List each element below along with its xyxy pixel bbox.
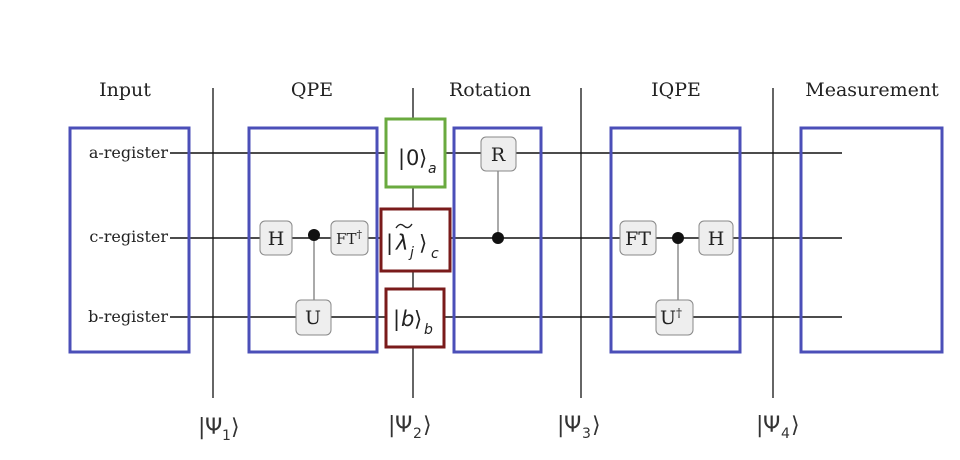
iqpe-u-label: U — [660, 307, 676, 329]
section-title-measurement: Measurement — [805, 79, 939, 101]
svg-text:|: | — [386, 231, 393, 256]
qpe-h-gate: H — [259, 220, 293, 256]
section-box-rotation — [452, 126, 543, 354]
psi-3-symbol: Ψ — [564, 413, 581, 438]
qpe-u-gate: U — [295, 299, 332, 336]
psi-1-symbol: Ψ — [205, 415, 222, 440]
svg-text:|: | — [393, 307, 400, 332]
section-box-qpe — [247, 126, 379, 354]
ket-c-value-subscript: j — [408, 245, 414, 261]
qpe-ft-label: FT — [336, 230, 356, 248]
iqpe-u-dagger-gate: U† — [655, 299, 694, 336]
psi-3-index: 3 — [582, 426, 591, 442]
rotation-r-gate-label: R — [491, 144, 506, 166]
section-box-input — [68, 126, 191, 354]
section-title-input: Input — [99, 79, 151, 101]
ket-a-value: 0 — [406, 146, 419, 170]
psi-label-2: | Ψ 2 ⟩ — [388, 413, 432, 442]
psi-label-1: | Ψ 1 ⟩ — [198, 415, 240, 444]
ket-b-value: b — [401, 307, 414, 331]
iqpe-h-gate: H — [698, 220, 734, 256]
ket-c-tilde — [395, 223, 413, 229]
svg-text:⟩: ⟩ — [414, 307, 422, 331]
ket-c-subscript: c — [431, 246, 439, 262]
qpe-ft-dagger: † — [356, 228, 362, 241]
psi-1-index: 1 — [222, 428, 231, 444]
ket-a-register-state: | 0 ⟩ a — [384, 117, 447, 189]
rotation-control-dot — [492, 232, 504, 244]
register-label-a: a-register — [89, 143, 169, 162]
iqpe-u-dagger: † — [676, 306, 682, 320]
psi-label-3: | Ψ 3 ⟩ — [557, 413, 601, 442]
section-title-rotation: Rotation — [449, 79, 531, 101]
register-label-c: c-register — [89, 227, 168, 246]
section-title-qpe: QPE — [291, 79, 333, 101]
iqpe-control-dot — [672, 232, 684, 244]
register-label-b: b-register — [88, 307, 168, 326]
qpe-h-gate-label: H — [268, 228, 285, 250]
psi-4-symbol: Ψ — [763, 413, 780, 438]
svg-text:|: | — [198, 415, 205, 440]
ket-c-value: λ — [395, 231, 408, 255]
svg-text:⟩: ⟩ — [419, 146, 427, 170]
section-box-iqpe — [609, 126, 742, 354]
iqpe-ft-gate-label: FT — [625, 228, 651, 250]
rotation-r-gate: R — [480, 136, 517, 172]
qpe-control-dot — [308, 229, 320, 241]
svg-text:⟩: ⟩ — [423, 413, 432, 438]
qpe-u-gate-label: U — [305, 307, 321, 329]
ket-c-register-state: | λ j ⟩ c — [379, 207, 452, 273]
psi-label-4: | Ψ 4 ⟩ — [756, 413, 800, 442]
section-box-measurement — [799, 126, 944, 354]
svg-text:⟩: ⟩ — [791, 413, 800, 438]
iqpe-ft-gate: FT — [619, 220, 657, 256]
svg-text:FT†: FT† — [336, 228, 362, 248]
svg-text:⟩: ⟩ — [592, 413, 601, 438]
psi-2-index: 2 — [413, 426, 422, 442]
svg-text:|: | — [557, 413, 564, 438]
qpe-ft-dagger-gate: FT† — [330, 220, 369, 256]
svg-text:|: | — [398, 146, 405, 171]
iqpe-h-gate-label: H — [708, 228, 725, 250]
svg-text:|: | — [756, 413, 763, 438]
svg-text:U†: U† — [660, 306, 682, 329]
ket-b-register-state: | b ⟩ b — [384, 287, 446, 349]
ket-a-subscript: a — [428, 161, 437, 177]
section-title-iqpe: IQPE — [651, 79, 701, 101]
psi-2-symbol: Ψ — [395, 413, 412, 438]
ket-b-subscript: b — [424, 322, 433, 338]
svg-text:⟩: ⟩ — [419, 231, 427, 255]
psi-4-index: 4 — [781, 426, 790, 442]
svg-text:|: | — [388, 413, 395, 438]
svg-text:⟩: ⟩ — [231, 415, 240, 440]
